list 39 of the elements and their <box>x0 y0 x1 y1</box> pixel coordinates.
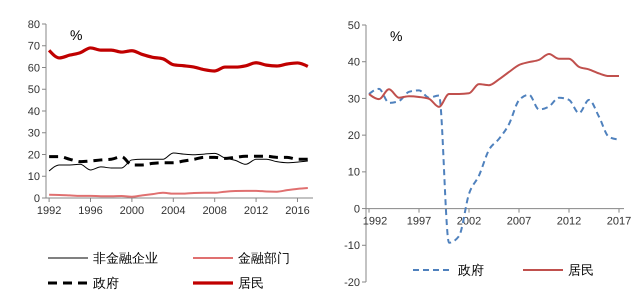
y-tick-label: 10 <box>28 171 40 184</box>
y-tick-label: 60 <box>28 62 40 74</box>
y-tick-label: 20 <box>348 130 360 142</box>
legend-label: 政府 <box>458 262 484 278</box>
y-tick-label: 10 <box>348 166 360 179</box>
x-tick-label: 2017 <box>606 216 632 228</box>
y-tick-label: 20 <box>28 149 40 162</box>
y-tick-label: 30 <box>348 93 360 106</box>
line-series <box>368 53 620 108</box>
y-tick-label: 70 <box>28 40 40 53</box>
y-axis-title: % <box>70 27 82 43</box>
x-tick-label: 2004 <box>161 205 186 217</box>
y-tick-label: 40 <box>348 56 360 69</box>
x-tick-label: 2012 <box>244 205 268 217</box>
x-tick-label: 2000 <box>120 205 144 217</box>
x-tick-label: 2012 <box>556 216 582 228</box>
y-axis-title: % <box>390 28 402 44</box>
legend-label: 金融部门 <box>238 250 290 266</box>
y-tick-label: 50 <box>348 20 360 32</box>
y-tick-label: 30 <box>28 128 40 140</box>
line-series <box>48 46 310 73</box>
x-tick-label: 1996 <box>78 205 103 217</box>
y-tick-label: -10 <box>344 240 360 252</box>
y-tick-label: 50 <box>28 84 40 96</box>
line-series <box>48 186 309 198</box>
legend-label: 居民 <box>568 262 594 278</box>
x-tick-label: 2008 <box>202 205 227 217</box>
y-tick-label: 0 <box>34 192 40 205</box>
y-tick-label: 0 <box>354 203 360 216</box>
legend-label: 居民 <box>238 276 264 291</box>
x-tick-label: 1992 <box>36 205 62 217</box>
x-tick-label: 2007 <box>506 216 532 228</box>
x-tick-label: 2016 <box>285 205 310 217</box>
legend-label: 非金融企业 <box>93 250 158 266</box>
y-tick-label: 40 <box>28 106 40 118</box>
y-tick-label: -20 <box>344 276 360 289</box>
y-tick-label: 80 <box>28 18 40 31</box>
x-tick-label: 1997 <box>406 216 432 228</box>
legend-label: 政府 <box>93 276 119 291</box>
